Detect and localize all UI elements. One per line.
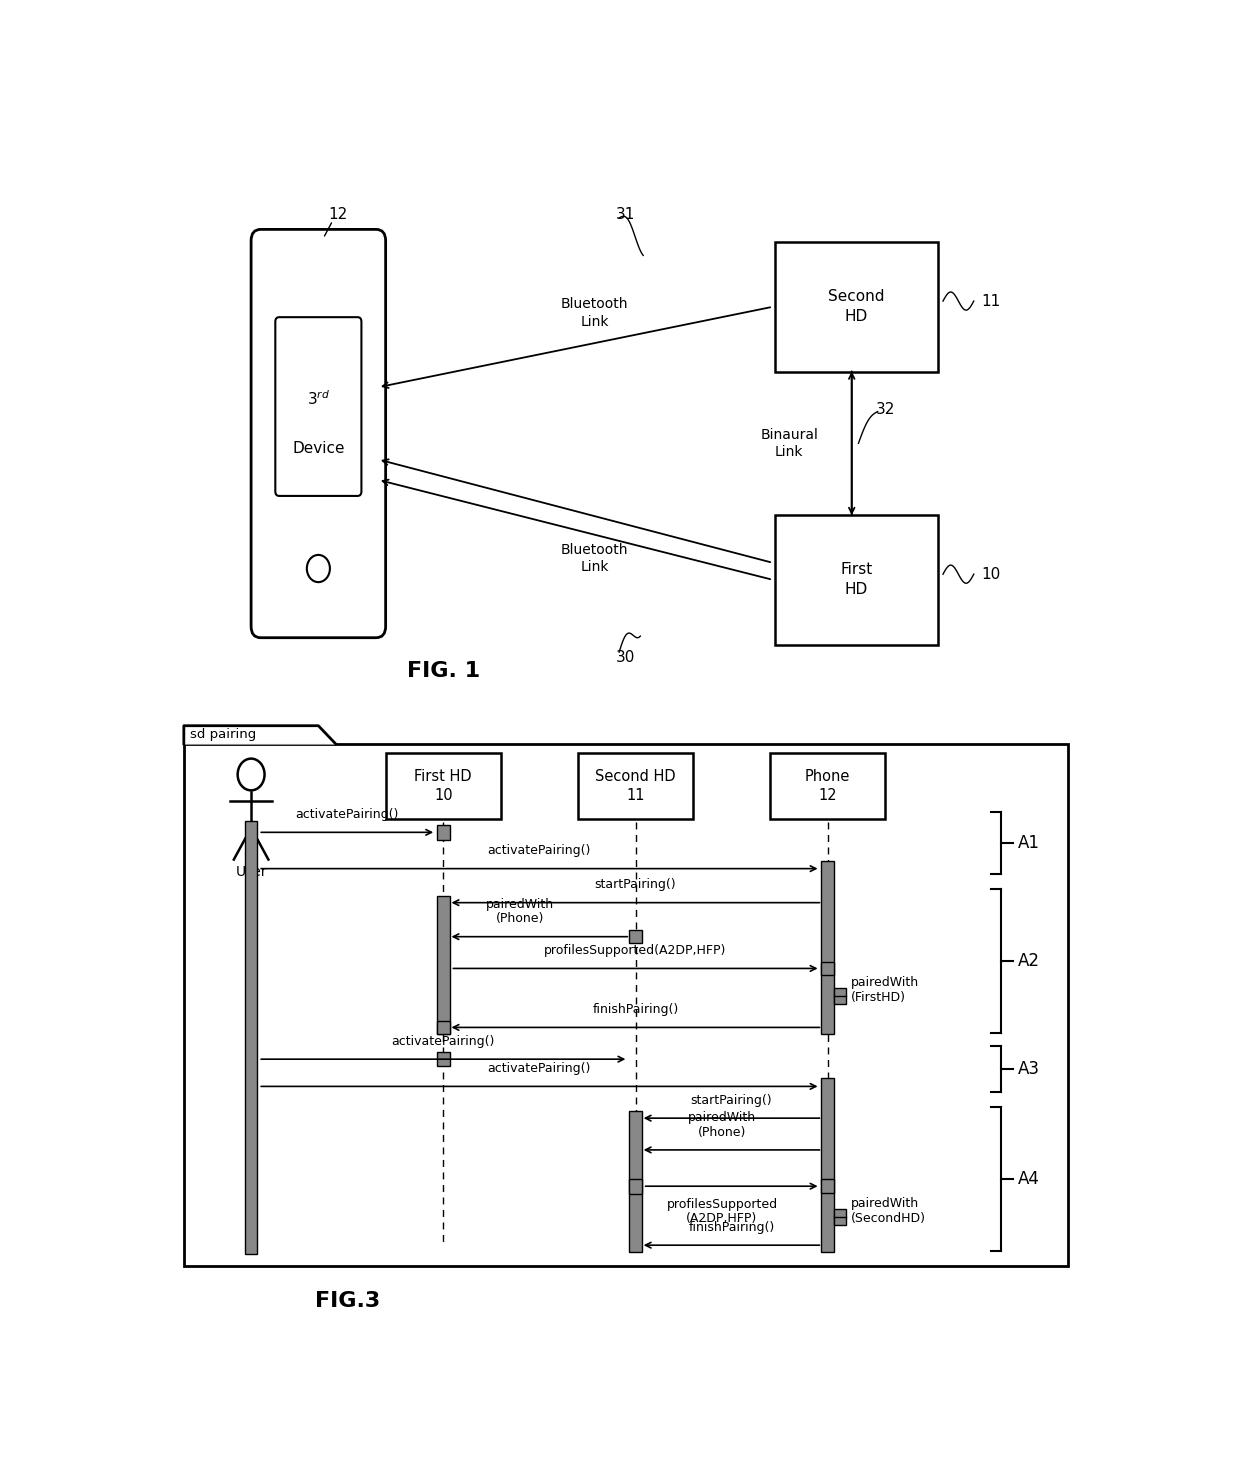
Text: Binaural
Link: Binaural Link — [760, 427, 818, 460]
Bar — [436, 1021, 450, 1034]
Text: FIG. 1: FIG. 1 — [407, 661, 480, 682]
Text: A4: A4 — [1018, 1170, 1040, 1187]
Text: FIG.3: FIG.3 — [315, 1290, 379, 1311]
Bar — [821, 860, 835, 1034]
Text: finishPairing(): finishPairing() — [688, 1221, 775, 1234]
Text: 30: 30 — [616, 651, 636, 666]
Bar — [629, 929, 642, 944]
Bar — [184, 744, 1068, 1265]
Text: startPairing(): startPairing() — [595, 878, 676, 891]
Bar — [775, 514, 939, 645]
Text: Second HD
11: Second HD 11 — [595, 769, 676, 803]
Bar — [629, 1111, 642, 1252]
Text: pairedWith
(SecondHD): pairedWith (SecondHD) — [851, 1198, 926, 1226]
Text: 31: 31 — [616, 206, 636, 221]
Bar — [629, 1178, 642, 1193]
FancyBboxPatch shape — [250, 230, 386, 638]
Text: A2: A2 — [1018, 952, 1040, 971]
Text: A1: A1 — [1018, 834, 1040, 851]
Text: 10: 10 — [982, 567, 1001, 582]
Text: profilesSupported
(A2DP,HFP): profilesSupported (A2DP,HFP) — [666, 1198, 777, 1226]
Text: Bluetooth
Link: Bluetooth Link — [560, 542, 629, 574]
Text: 11: 11 — [982, 293, 1001, 308]
Bar — [436, 825, 450, 840]
Text: pairedWith
(Phone): pairedWith (Phone) — [688, 1111, 756, 1139]
Bar — [386, 753, 501, 819]
Text: Bluetooth
Link: Bluetooth Link — [560, 298, 629, 328]
Bar — [821, 962, 835, 975]
Text: pairedWith
(Phone): pairedWith (Phone) — [486, 899, 554, 925]
Text: activatePairing(): activatePairing() — [392, 1036, 495, 1047]
Text: activatePairing(): activatePairing() — [487, 1062, 591, 1075]
Text: First HD
10: First HD 10 — [414, 769, 472, 803]
Text: User: User — [236, 865, 267, 879]
Bar — [821, 1180, 835, 1193]
Text: finishPairing(): finishPairing() — [593, 1003, 678, 1016]
Text: First
HD: First HD — [841, 563, 873, 597]
Bar — [244, 820, 258, 1255]
Bar — [775, 242, 939, 373]
Text: pairedWith
(FirstHD): pairedWith (FirstHD) — [851, 977, 919, 1003]
Text: activatePairing(): activatePairing() — [295, 809, 399, 820]
Bar — [835, 1209, 847, 1224]
Text: startPairing(): startPairing() — [691, 1094, 773, 1106]
Bar — [436, 1052, 450, 1066]
FancyBboxPatch shape — [275, 317, 361, 496]
Bar — [821, 1078, 835, 1252]
Bar — [770, 753, 885, 819]
Text: activatePairing(): activatePairing() — [487, 844, 591, 857]
Text: 3$^{rd}$: 3$^{rd}$ — [306, 389, 330, 408]
Text: Second
HD: Second HD — [828, 289, 885, 324]
Text: Phone
12: Phone 12 — [805, 769, 851, 803]
Text: 32: 32 — [875, 402, 895, 417]
Bar — [436, 896, 450, 1034]
Polygon shape — [184, 726, 336, 744]
Text: Device: Device — [293, 442, 345, 457]
Text: sd pairing: sd pairing — [190, 728, 255, 741]
Text: 12: 12 — [327, 206, 347, 221]
Bar — [578, 753, 693, 819]
Bar — [835, 988, 847, 1003]
Text: profilesSupported(A2DP,HFP): profilesSupported(A2DP,HFP) — [544, 944, 727, 957]
Text: A3: A3 — [1018, 1059, 1040, 1078]
